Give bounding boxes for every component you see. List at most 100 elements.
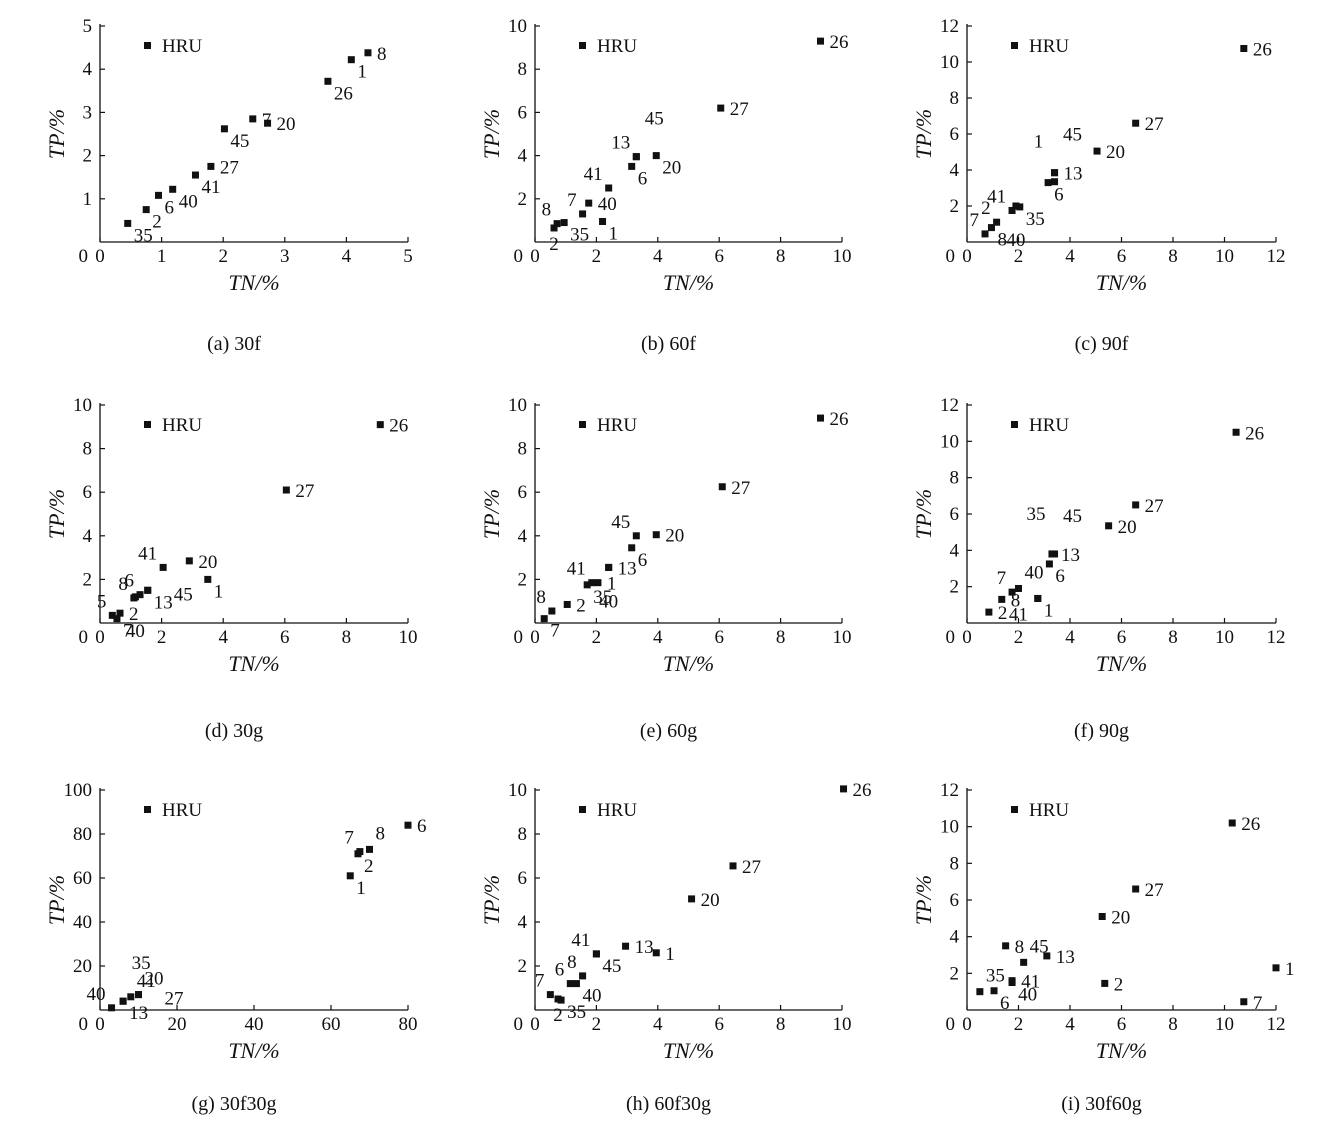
data-point-label: 13 <box>635 937 654 958</box>
data-point <box>998 595 1006 603</box>
data-point <box>136 591 144 599</box>
y-tick-label: 4 <box>950 927 960 948</box>
data-point <box>1051 178 1059 186</box>
x-tick-label: 0 <box>962 1014 972 1035</box>
data-point <box>605 563 613 571</box>
data-point-label: 26 <box>853 780 872 801</box>
data-point <box>717 104 725 112</box>
y-tick-label: 10 <box>73 395 92 416</box>
legend-label: HRU <box>1029 800 1069 821</box>
y-tick-label: 4 <box>83 59 93 80</box>
data-point <box>135 991 142 999</box>
data-point <box>579 972 587 980</box>
panel-caption: (g) 30f30g <box>192 1093 277 1115</box>
data-point-label: 6 <box>1055 566 1065 587</box>
data-point <box>652 531 660 539</box>
data-point <box>1043 952 1051 960</box>
data-point <box>282 486 290 494</box>
data-point <box>990 987 998 995</box>
y-axis-label: TP/% <box>44 109 69 159</box>
data-point-label: 20 <box>277 114 296 135</box>
data-point <box>1105 522 1113 530</box>
x-tick-label: 2 <box>592 627 602 648</box>
y-tick-label: 4 <box>518 146 528 167</box>
data-point-label: 8 <box>542 200 552 221</box>
x-tick-label: 10 <box>833 1014 852 1035</box>
data-point-label: 8 <box>1011 590 1021 611</box>
data-point-label: 26 <box>1241 814 1260 835</box>
legend-marker <box>579 421 586 428</box>
y-tick-label: 2 <box>518 956 528 977</box>
x-tick-label: 8 <box>1168 1014 1178 1035</box>
x-tick-label: 10 <box>833 627 852 648</box>
data-point-label: 1 <box>357 62 367 83</box>
data-point-label: 45 <box>1030 936 1049 957</box>
y-tick-label: 0 <box>79 246 89 267</box>
data-point <box>987 224 995 232</box>
x-tick-label: 2 <box>1014 627 1024 648</box>
data-point <box>1015 584 1022 592</box>
data-point-label: 41 <box>584 164 603 185</box>
data-point-label: 13 <box>611 133 630 154</box>
data-point <box>976 988 984 996</box>
x-tick-label: 60 <box>322 1014 341 1035</box>
data-point-label: 8 <box>118 574 128 595</box>
data-point-label: 20 <box>665 526 684 547</box>
x-tick-label: 2 <box>1014 1014 1024 1035</box>
x-tick-label: 0 <box>530 1014 540 1035</box>
legend-marker <box>144 421 151 428</box>
y-tick-label: 40 <box>73 912 92 933</box>
x-axis-label: TN/% <box>663 270 714 295</box>
x-tick-label: 12 <box>1267 246 1286 267</box>
x-tick-label: 6 <box>280 627 290 648</box>
legend-label: HRU <box>162 415 202 436</box>
data-point-label: 26 <box>830 32 849 53</box>
data-point-label: 1 <box>607 574 617 595</box>
data-point <box>124 219 132 227</box>
y-tick-label: 2 <box>518 189 528 210</box>
data-point-label: 8 <box>376 823 386 844</box>
legend-label: HRU <box>162 800 202 821</box>
data-point <box>840 785 848 793</box>
x-tick-label: 6 <box>714 627 724 648</box>
data-point-label: 45 <box>1063 506 1082 527</box>
data-point <box>264 119 272 127</box>
x-tick-label: 10 <box>399 627 418 648</box>
data-point <box>108 1004 116 1012</box>
x-tick-label: 4 <box>1065 627 1075 648</box>
data-point <box>729 862 737 870</box>
y-tick-label: 0 <box>79 1014 89 1035</box>
data-point-label: 8 <box>997 230 1007 251</box>
y-axis-label: TP/% <box>479 489 504 539</box>
data-point-label: 1 <box>665 944 675 965</box>
panel-caption: (c) 90f <box>1075 333 1129 355</box>
data-point-label: 41 <box>201 177 220 198</box>
data-point-label: 6 <box>417 816 427 837</box>
y-tick-label: 6 <box>518 868 528 889</box>
data-point-label: 7 <box>550 621 560 642</box>
data-point <box>550 224 558 232</box>
data-point-label: 27 <box>220 157 239 178</box>
data-point-label: 35 <box>567 1002 586 1023</box>
data-point-label: 2 <box>1114 974 1124 995</box>
data-point-label: 40 <box>598 194 617 215</box>
data-point-label: 35 <box>1026 504 1045 525</box>
y-tick-label: 6 <box>950 504 960 525</box>
data-point-label: 13 <box>1064 164 1083 185</box>
y-axis-label: TP/% <box>44 489 69 539</box>
data-point <box>324 77 332 85</box>
data-point <box>817 37 825 45</box>
data-point-label: 45 <box>602 956 621 977</box>
data-point-label: 26 <box>1253 40 1272 61</box>
x-tick-label: 5 <box>403 246 413 267</box>
x-tick-label: 2 <box>592 1014 602 1035</box>
data-point-label: 2 <box>998 603 1008 624</box>
data-point-label: 1 <box>609 223 619 244</box>
data-point <box>1016 203 1024 211</box>
data-point-label: 45 <box>1063 125 1082 146</box>
y-tick-label: 2 <box>950 963 960 984</box>
data-point <box>404 821 412 829</box>
x-tick-label: 0 <box>530 627 540 648</box>
data-point-label: 27 <box>1145 496 1164 517</box>
